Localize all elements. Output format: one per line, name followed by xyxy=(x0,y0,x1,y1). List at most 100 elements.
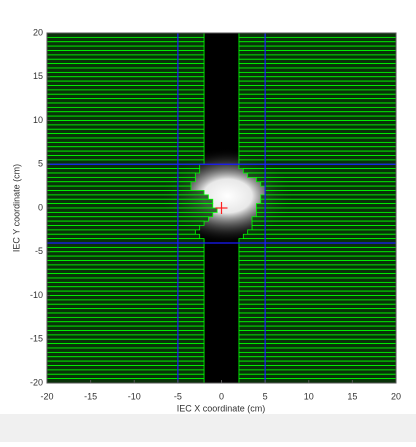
right-leaf xyxy=(238,325,396,331)
right-leaf xyxy=(238,36,396,43)
left-leaf xyxy=(47,128,205,135)
right-leaf xyxy=(255,211,396,218)
footer-band xyxy=(0,414,416,442)
left-leaf xyxy=(47,54,205,60)
right-leaf xyxy=(264,185,396,191)
right-leaf xyxy=(238,330,396,336)
right-leaf xyxy=(238,41,396,47)
right-leaf xyxy=(238,268,396,275)
left-leaf xyxy=(47,67,205,73)
right-leaf xyxy=(238,338,396,345)
left-leaf xyxy=(47,378,205,383)
right-leaf xyxy=(238,246,396,253)
left-leaf xyxy=(47,85,205,91)
left-leaf xyxy=(47,330,205,336)
left-leaf xyxy=(47,111,205,117)
left-leaf xyxy=(47,312,205,318)
left-leaf xyxy=(47,93,205,100)
x-tick-label: 15 xyxy=(347,391,357,401)
right-leaf xyxy=(238,45,396,51)
right-leaf xyxy=(260,194,396,200)
left-leaf xyxy=(47,343,205,349)
right-leaf xyxy=(238,347,396,353)
left-leaf xyxy=(47,45,205,51)
left-leaf xyxy=(47,115,205,121)
left-leaf xyxy=(47,76,205,82)
right-leaf xyxy=(238,242,396,248)
right-leaf xyxy=(247,172,396,178)
right-leaf xyxy=(238,356,396,362)
right-leaf xyxy=(238,238,396,244)
left-leaf xyxy=(47,360,205,366)
left-leaf xyxy=(47,268,205,275)
right-leaf xyxy=(238,308,396,314)
left-leaf xyxy=(47,303,205,310)
right-leaf xyxy=(238,312,396,318)
right-leaf xyxy=(238,264,396,270)
right-leaf xyxy=(238,98,396,104)
left-leaf xyxy=(47,102,205,108)
left-leaf xyxy=(47,273,205,279)
left-leaf xyxy=(47,176,196,183)
left-leaf xyxy=(47,150,205,156)
right-leaf xyxy=(238,295,396,301)
right-leaf xyxy=(238,360,396,366)
x-tick-label: -20 xyxy=(40,391,53,401)
left-leaf xyxy=(47,190,205,196)
left-leaf xyxy=(47,369,205,375)
left-leaf xyxy=(47,194,209,200)
left-leaf xyxy=(47,246,205,253)
right-leaf xyxy=(238,33,396,38)
left-leaf xyxy=(47,98,205,104)
right-leaf xyxy=(260,198,396,205)
y-axis-title: IEC Y coordinate (cm) xyxy=(11,164,21,252)
left-leaf xyxy=(47,321,205,327)
left-leaf xyxy=(47,225,201,231)
left-leaf xyxy=(47,264,205,270)
y-tick-label: -20 xyxy=(30,377,43,387)
right-leaf xyxy=(238,286,396,292)
left-leaf xyxy=(47,155,205,161)
left-leaf xyxy=(47,120,205,126)
right-leaf xyxy=(238,281,396,288)
y-tick-label: 10 xyxy=(33,115,43,125)
left-leaf xyxy=(47,220,205,226)
left-leaf xyxy=(47,338,205,345)
right-leaf xyxy=(238,111,396,117)
x-tick-label: 10 xyxy=(304,391,314,401)
right-leaf xyxy=(238,85,396,91)
right-leaf xyxy=(260,181,396,187)
right-leaf xyxy=(238,80,396,86)
right-leaf xyxy=(238,106,396,113)
y-tick-label: 15 xyxy=(33,71,43,81)
right-leaf xyxy=(238,128,396,135)
left-leaf xyxy=(47,198,214,205)
y-tick-label: -15 xyxy=(30,334,43,344)
left-leaf xyxy=(47,229,196,235)
x-tick-label: -5 xyxy=(174,391,182,401)
left-leaf xyxy=(47,168,201,174)
left-leaf xyxy=(47,295,205,301)
left-leaf xyxy=(47,290,205,296)
left-leaf xyxy=(47,365,205,371)
right-leaf xyxy=(238,137,396,143)
left-leaf xyxy=(47,172,196,178)
left-leaf xyxy=(47,80,205,86)
right-leaf xyxy=(238,369,396,375)
right-leaf xyxy=(238,351,396,358)
left-leaf xyxy=(47,50,205,56)
right-leaf xyxy=(238,150,396,156)
right-leaf xyxy=(238,277,396,283)
left-leaf xyxy=(47,308,205,314)
left-leaf xyxy=(47,286,205,292)
left-leaf xyxy=(47,242,205,248)
right-leaf xyxy=(238,159,396,165)
right-leaf xyxy=(238,63,396,69)
right-leaf xyxy=(238,67,396,73)
x-tick-label: -15 xyxy=(84,391,97,401)
left-leaf xyxy=(47,316,205,323)
y-tick-label: 0 xyxy=(38,202,43,212)
right-leaf xyxy=(238,120,396,126)
